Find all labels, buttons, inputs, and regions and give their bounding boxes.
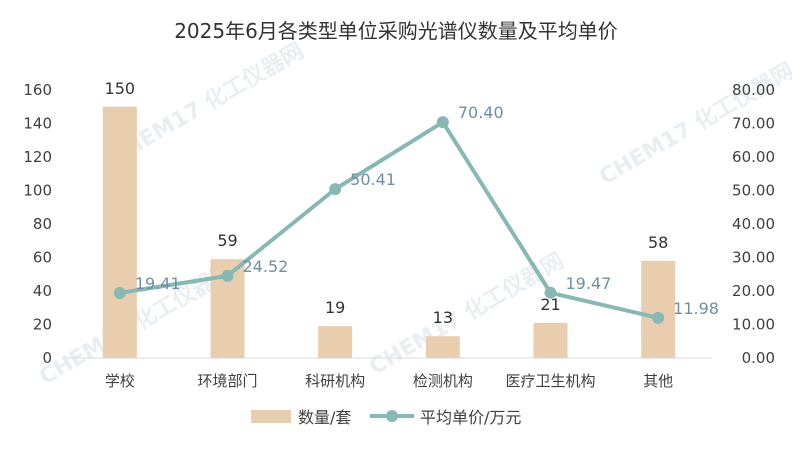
category-label: 其他 xyxy=(643,372,673,390)
right-axis-ticks: 0.00 10.00 20.00 30.00 40.00 50.00 60.00 70.00 8… xyxy=(732,81,775,367)
chart-title: 2025年6月各类型单位采购光谱仪数量及平均单价 xyxy=(174,19,618,43)
bar xyxy=(425,336,460,358)
left-tick-label: 60 xyxy=(33,249,52,267)
category-label: 检测机构 xyxy=(413,372,473,390)
bar-value-label: 19 xyxy=(325,298,345,317)
category-label: 科研机构 xyxy=(305,372,365,390)
price-point xyxy=(329,183,342,196)
category-label: 环境部门 xyxy=(197,372,257,390)
bar xyxy=(533,322,568,358)
line-value-label: 50.41 xyxy=(350,170,396,189)
price-point xyxy=(113,286,126,299)
bar-value-label: 59 xyxy=(217,231,237,250)
bar xyxy=(318,326,353,358)
left-tick-label: 140 xyxy=(23,115,52,133)
line-value-label: 11.98 xyxy=(673,299,719,318)
left-tick-label: 20 xyxy=(33,316,52,334)
legend: 数量/套 平均单价/万元 xyxy=(251,408,521,427)
category-label: 学校 xyxy=(105,372,135,390)
right-tick-label: 80.00 xyxy=(732,81,775,99)
bar xyxy=(102,106,137,358)
price-point xyxy=(544,286,557,299)
price-point xyxy=(652,311,665,324)
price-line-path xyxy=(119,120,659,320)
left-tick-label: 0 xyxy=(42,349,52,367)
left-tick-label: 40 xyxy=(33,282,52,300)
legend-label-bar: 数量/套 xyxy=(298,408,351,427)
bar-value-label: 21 xyxy=(540,295,560,314)
left-tick-label: 80 xyxy=(33,215,52,233)
price-point xyxy=(221,269,234,282)
category-labels: 学校 环境部门 科研机构 检测机构 医疗卫生机构 其他 xyxy=(105,372,673,390)
right-tick-label: 60.00 xyxy=(732,148,775,166)
right-tick-label: 40.00 xyxy=(732,215,775,233)
watermark-text: CHEM17 化工仪器网 xyxy=(365,248,568,380)
price-line xyxy=(113,116,665,324)
bar-value-label: 150 xyxy=(105,79,136,98)
left-axis-ticks: 0 20 40 60 80 100 120 140 160 xyxy=(23,81,52,367)
price-point xyxy=(436,116,449,129)
legend-swatch-point xyxy=(386,410,398,422)
right-tick-label: 70.00 xyxy=(732,115,775,133)
legend-swatch-bar xyxy=(251,410,291,423)
line-value-label: 19.41 xyxy=(135,274,181,293)
category-label: 医疗卫生机构 xyxy=(505,372,595,390)
left-tick-label: 120 xyxy=(23,148,52,166)
right-tick-label: 10.00 xyxy=(732,316,775,334)
bar-labels: 150 59 19 13 21 58 xyxy=(105,79,669,327)
bar xyxy=(641,260,676,358)
legend-label-line: 平均单价/万元 xyxy=(420,408,521,427)
right-tick-label: 0.00 xyxy=(742,349,775,367)
line-value-label: 70.40 xyxy=(458,103,504,122)
line-labels: 19.41 24.52 50.41 70.40 19.47 11.98 xyxy=(135,103,719,318)
line-value-label: 24.52 xyxy=(243,257,289,276)
bar-value-label: 58 xyxy=(648,233,668,252)
bar-value-label: 13 xyxy=(433,308,453,327)
bars xyxy=(102,106,676,358)
right-tick-label: 30.00 xyxy=(732,249,775,267)
right-tick-label: 50.00 xyxy=(732,182,775,200)
left-tick-label: 160 xyxy=(23,81,52,99)
left-tick-label: 100 xyxy=(23,182,52,200)
line-value-label: 19.47 xyxy=(566,274,612,293)
right-tick-label: 20.00 xyxy=(732,282,775,300)
